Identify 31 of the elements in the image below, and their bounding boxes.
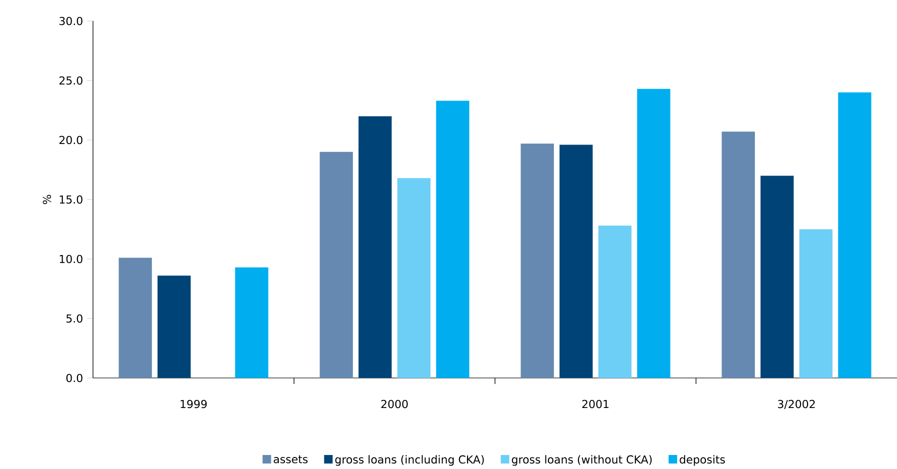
bar: [799, 229, 832, 378]
x-tick-label: 2000: [381, 400, 408, 408]
bar: [760, 176, 794, 378]
bar: [838, 92, 872, 378]
y-tick-label: 25.0: [59, 76, 82, 85]
bar: [118, 258, 152, 378]
y-tick-label: 15.0: [60, 195, 82, 204]
x-tick-label: 2001: [582, 400, 608, 408]
x-tick-label: 1999: [180, 400, 207, 408]
bar: [320, 152, 353, 378]
bar: [358, 116, 392, 378]
bar: [158, 276, 191, 378]
legend-label: gross loans (without CKA): [512, 455, 652, 466]
bar: [436, 100, 470, 378]
bar: [520, 144, 554, 378]
legend-label: gross loans (including CKA): [335, 455, 484, 466]
bar: [397, 178, 430, 378]
y-tick-label: 20.0: [59, 136, 82, 144]
y-tick-label: 30.0: [59, 16, 82, 26]
legend-label: assets: [274, 455, 308, 464]
y-tick-label: 0.0: [66, 374, 82, 382]
legend-label: deposits: [680, 455, 725, 466]
x-tick-label: 3/2002: [778, 400, 815, 410]
bar: [560, 144, 593, 378]
y-tick-label: 5.0: [66, 314, 82, 323]
bar: [598, 226, 632, 378]
y-axis-title: %: [42, 194, 52, 204]
bar: [637, 88, 670, 378]
bar: [235, 267, 268, 378]
y-tick-label: 10.0: [60, 254, 82, 264]
bar: [722, 132, 755, 378]
